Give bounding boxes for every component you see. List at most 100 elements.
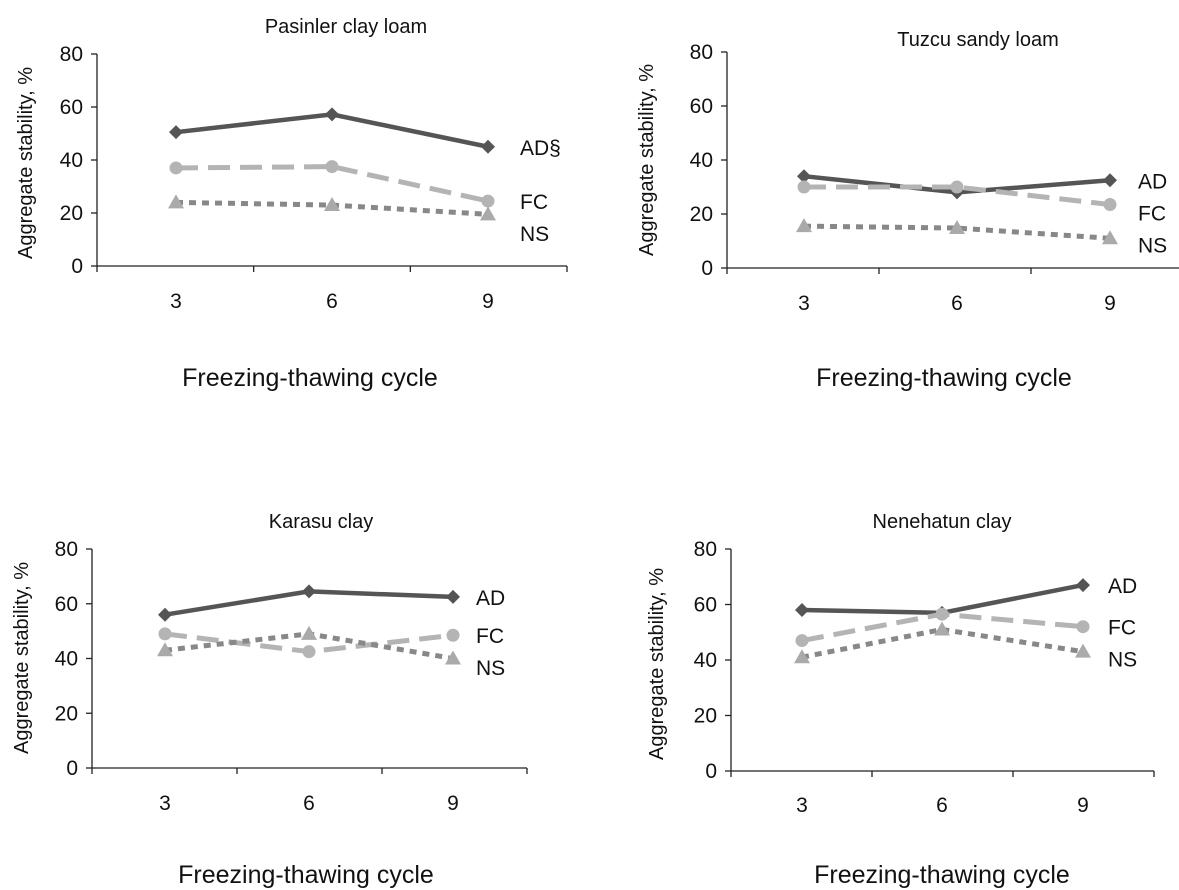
x-tick-label: 9 [447, 792, 459, 815]
data-point-diamond [795, 603, 809, 618]
chart-panel-tuzcu: Tuzcu sandy loam Aggregate stability, % … [636, 29, 1179, 392]
chart-panel-karasu: Karasu clay Aggregate stability, % Freez… [11, 511, 528, 889]
series-label: AD [1108, 575, 1137, 598]
y-tick-label: 20 [60, 202, 83, 225]
data-point-diamond [446, 589, 460, 604]
data-point-circle [169, 161, 183, 175]
data-point-circle [1103, 198, 1117, 212]
chart-title: Nenehatun clay [873, 511, 1012, 533]
data-point-triangle [168, 194, 184, 209]
data-point-diamond [797, 169, 811, 184]
data-point-diamond [1103, 173, 1117, 188]
y-tick-label: 80 [60, 43, 83, 66]
series-label: FC [476, 625, 504, 648]
x-tick-label: 9 [1104, 292, 1116, 315]
x-tick-label: 3 [170, 290, 182, 313]
data-point-circle [325, 160, 339, 174]
y-tick-label: 60 [694, 594, 717, 617]
y-tick-label: 80 [694, 538, 717, 561]
series-label: AD [1138, 170, 1167, 193]
data-point-circle [950, 180, 964, 194]
data-point-triangle [480, 206, 496, 221]
y-tick-label: 40 [55, 648, 78, 671]
data-point-diamond [481, 139, 495, 154]
y-tick-label: 20 [55, 702, 78, 725]
data-point-triangle [157, 642, 173, 657]
data-point-circle [158, 627, 172, 641]
x-tick-label: 9 [482, 290, 494, 313]
chart-title: Tuzcu sandy loam [897, 29, 1059, 51]
x-tick-label: 6 [303, 792, 315, 815]
data-point-triangle [445, 650, 461, 665]
data-point-circle [302, 645, 316, 659]
series-label: AD§ [520, 137, 561, 160]
chart-title: Karasu clay [269, 511, 374, 533]
y-axis-label: Aggregate stability, % [11, 562, 33, 754]
y-axis-label: Aggregate stability, % [636, 64, 658, 256]
data-point-triangle [1075, 643, 1091, 658]
series-label: NS [1138, 234, 1167, 257]
y-axis-label: Aggregate stability, % [646, 568, 668, 760]
x-tick-label: 9 [1077, 794, 1089, 817]
series-ns [168, 194, 496, 221]
series-label: FC [520, 191, 548, 214]
data-point-circle [1076, 620, 1090, 634]
data-point-triangle [301, 625, 317, 640]
data-point-triangle [934, 621, 950, 636]
x-axis-label: Freezing-thawing cycle [178, 861, 434, 889]
series-ns [796, 218, 1118, 245]
x-axis-label: Freezing-thawing cycle [814, 861, 1070, 889]
y-tick-label: 0 [705, 760, 717, 783]
series-line [175, 164, 489, 204]
series-label: NS [520, 223, 549, 246]
y-tick-label: 20 [694, 705, 717, 728]
data-point-triangle [1102, 230, 1118, 245]
chart-title: Pasinler clay loam [265, 16, 427, 38]
y-tick-label: 0 [71, 255, 83, 278]
data-point-circle [446, 628, 460, 642]
data-point-diamond [325, 107, 339, 122]
data-point-triangle [324, 197, 340, 212]
series-ad [158, 584, 460, 622]
x-axis-label: Freezing-thawing cycle [816, 364, 1072, 392]
y-tick-label: 60 [55, 593, 78, 616]
series-fc [169, 160, 495, 208]
series-label: FC [1138, 202, 1166, 225]
y-tick-label: 20 [690, 203, 713, 226]
data-point-circle [797, 180, 811, 194]
x-tick-label: 6 [936, 794, 948, 817]
y-tick-label: 40 [694, 649, 717, 672]
series-ns [794, 621, 1091, 664]
y-tick-label: 0 [701, 257, 713, 280]
x-tick-label: 6 [951, 292, 963, 315]
chart-panel-pasinler: Pasinler clay loam Aggregate stability, … [15, 16, 568, 392]
y-tick-label: 80 [690, 41, 713, 64]
series-line [801, 626, 1084, 660]
data-point-triangle [794, 649, 810, 664]
y-tick-label: 80 [55, 538, 78, 561]
y-tick-label: 40 [60, 149, 83, 172]
x-tick-label: 3 [798, 292, 810, 315]
y-tick-label: 60 [690, 95, 713, 118]
series-line [804, 184, 1111, 208]
data-point-circle [795, 634, 809, 648]
series-fc [795, 607, 1090, 648]
data-point-triangle [949, 220, 965, 235]
y-tick-label: 40 [690, 149, 713, 172]
series-label: NS [1108, 649, 1137, 672]
x-tick-label: 3 [796, 794, 808, 817]
y-tick-label: 60 [60, 96, 83, 119]
series-fc [797, 180, 1117, 212]
x-tick-label: 3 [159, 792, 171, 815]
data-point-circle [935, 607, 949, 621]
x-axis-label: Freezing-thawing cycle [182, 364, 438, 392]
data-point-triangle [796, 218, 812, 233]
y-axis-label: Aggregate stability, % [15, 67, 37, 259]
series-label: AD [476, 587, 505, 610]
data-point-diamond [302, 584, 316, 599]
x-tick-label: 6 [326, 290, 338, 313]
series-ns [157, 625, 461, 665]
y-tick-label: 0 [66, 757, 78, 780]
series-label: NS [476, 657, 505, 680]
